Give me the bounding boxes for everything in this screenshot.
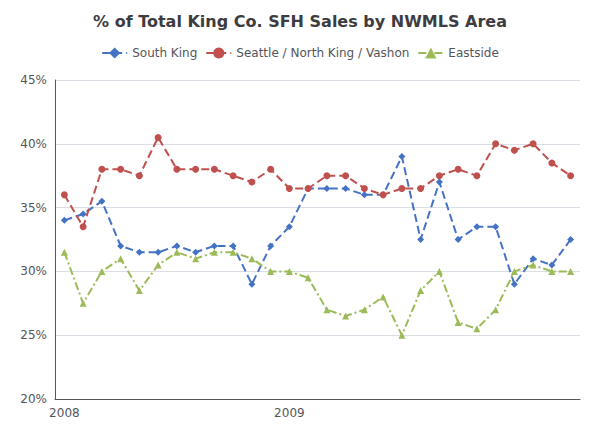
- svg-text:2008: 2008: [49, 406, 80, 420]
- svg-text:20%: 20%: [20, 392, 47, 406]
- svg-text:35%: 35%: [20, 201, 47, 215]
- svg-text:Eastside: Eastside: [448, 46, 498, 60]
- svg-text:Seattle / North King / Vashon: Seattle / North King / Vashon: [236, 46, 409, 60]
- svg-text:30%: 30%: [20, 264, 47, 278]
- svg-text:% of Total King Co. SFH Sales: % of Total King Co. SFH Sales by NWMLS A…: [93, 12, 507, 31]
- svg-text:45%: 45%: [20, 73, 47, 87]
- svg-text:40%: 40%: [20, 137, 47, 151]
- svg-text:25%: 25%: [20, 328, 47, 342]
- svg-text:South King: South King: [132, 46, 197, 60]
- svg-text:2009: 2009: [274, 406, 305, 420]
